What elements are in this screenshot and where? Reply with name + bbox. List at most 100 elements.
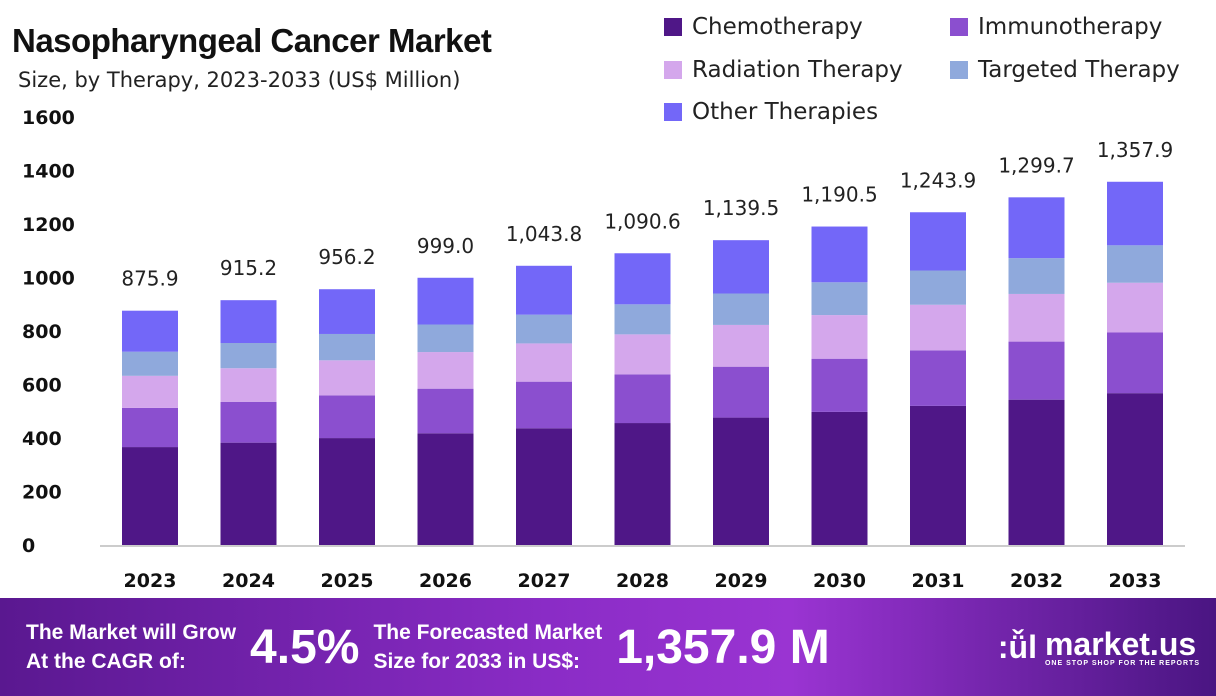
y-tick-label: 0 (22, 535, 35, 557)
x-tick-label: 2028 (616, 570, 669, 592)
x-tick-label: 2025 (321, 570, 374, 592)
legend-label: Immunotherapy (978, 14, 1163, 40)
legend-item: Immunotherapy (950, 14, 1162, 40)
data-label: 956.2 (318, 245, 375, 269)
bar-segment (614, 334, 671, 375)
bar-segment (713, 417, 769, 545)
data-label: 1,243.9 (900, 168, 976, 192)
bar-segment (220, 300, 277, 344)
bar-segment (122, 447, 178, 545)
bar-segment (713, 240, 769, 294)
bar-segment (319, 289, 375, 334)
data-label: 1,043.8 (506, 222, 582, 246)
bar-segment (417, 352, 474, 389)
legend-swatch (950, 18, 968, 36)
legend-label: Radiation Therapy (692, 57, 903, 83)
bar-segment (122, 407, 178, 448)
bar-segment (910, 405, 966, 545)
bar-segment (811, 411, 868, 545)
brand-logo: :ǚl market.us ONE STOP SHOP FOR THE REPO… (998, 628, 1200, 667)
bar-segment (614, 253, 671, 305)
legend-swatch (950, 61, 968, 79)
bar-segment (1008, 197, 1065, 259)
bar-segment (319, 333, 375, 361)
bar-segment (319, 438, 375, 545)
data-label: 1,190.5 (801, 183, 877, 207)
bar-segment (910, 212, 966, 271)
cagr-label-line2: At the CAGR of: (26, 650, 186, 673)
bar-segment (614, 423, 671, 545)
bar-segment (910, 304, 966, 351)
bar-segment (417, 433, 474, 545)
legend-swatch (664, 61, 682, 79)
legend-item: Chemotherapy (664, 14, 863, 40)
legend-item: Other Therapies (664, 99, 878, 125)
bar-segment (220, 368, 277, 402)
bar-segment (417, 388, 474, 434)
bar-segment (910, 350, 966, 406)
footer-banner: The Market will Grow At the CAGR of: 4.5… (0, 598, 1216, 696)
x-tick-label: 2024 (222, 570, 275, 592)
brand-tagline: ONE STOP SHOP FOR THE REPORTS (1044, 659, 1200, 667)
forecast-label: The Forecasted Market Size for 2033 in U… (373, 618, 602, 676)
chart-subtitle: Size, by Therapy, 2023-2033 (US$ Million… (18, 68, 461, 92)
x-tick-label: 2031 (912, 570, 965, 592)
legend-item: Radiation Therapy (664, 57, 903, 83)
legend-swatch (664, 103, 682, 121)
data-label: 875.9 (121, 267, 178, 291)
y-tick-label: 600 (22, 375, 62, 397)
stacked-bar-chart: 0 200 400 600 800 1000 1200 1400 1600 875.9 2023 91… (22, 107, 1185, 592)
bar-segment (1107, 282, 1163, 333)
bar-segment (417, 324, 474, 353)
bar-segment (319, 360, 375, 396)
bar-segment (1008, 293, 1065, 342)
y-tick-label: 1000 (22, 268, 75, 290)
bar-segment (122, 351, 178, 376)
bar-segment (516, 381, 572, 429)
bar-segment (1008, 341, 1065, 400)
x-tick-label: 2023 (124, 570, 177, 592)
bar-segment (220, 343, 277, 369)
bar-segment (614, 304, 671, 335)
cagr-value: 4.5% (250, 620, 360, 674)
bar-segment (614, 374, 671, 424)
y-tick-label: 1600 (22, 107, 75, 129)
x-tick-label: 2027 (518, 570, 571, 592)
bar-segment (1107, 393, 1163, 545)
data-label: 1,090.6 (604, 209, 680, 233)
cagr-label-line1: The Market will Grow (26, 621, 237, 644)
bar-segment (417, 277, 474, 325)
bar-segment (811, 358, 868, 412)
bar-segment (713, 293, 769, 325)
bar-segment (1107, 245, 1163, 283)
x-tick-label: 2030 (813, 570, 866, 592)
bar-segment (1008, 399, 1065, 545)
bar-segment (713, 366, 769, 418)
bar-segment (319, 395, 375, 439)
legend-label: Chemotherapy (692, 14, 863, 40)
bar-segment (811, 226, 868, 283)
x-tick-label: 2026 (419, 570, 472, 592)
data-label: 1,357.9 (1097, 138, 1173, 162)
bar-segment (713, 324, 769, 367)
bar-segment (1107, 332, 1163, 394)
forecast-label-line1: The Forecasted Market (373, 621, 603, 644)
bar-segment (516, 265, 572, 315)
bar-segment (122, 375, 178, 408)
legend-label: Other Therapies (692, 99, 879, 125)
bar-segment (516, 314, 572, 344)
bar-segment (811, 315, 868, 359)
legend-label: Targeted Therapy (978, 57, 1180, 83)
cagr-label: The Market will Grow At the CAGR of: (26, 618, 236, 676)
data-label: 1,299.7 (998, 153, 1074, 177)
data-label: 999.0 (417, 234, 474, 258)
forecast-value: 1,357.9 M (616, 620, 830, 674)
bar-segment (1107, 181, 1163, 246)
bar-segment (516, 343, 572, 382)
chart-title: Nasopharyngeal Cancer Market (12, 22, 492, 59)
legend-item: Targeted Therapy (950, 57, 1180, 83)
y-tick-label: 800 (22, 321, 62, 343)
bar-segment (1008, 258, 1065, 294)
legend-swatch (664, 18, 682, 36)
bar-segment (811, 282, 868, 316)
